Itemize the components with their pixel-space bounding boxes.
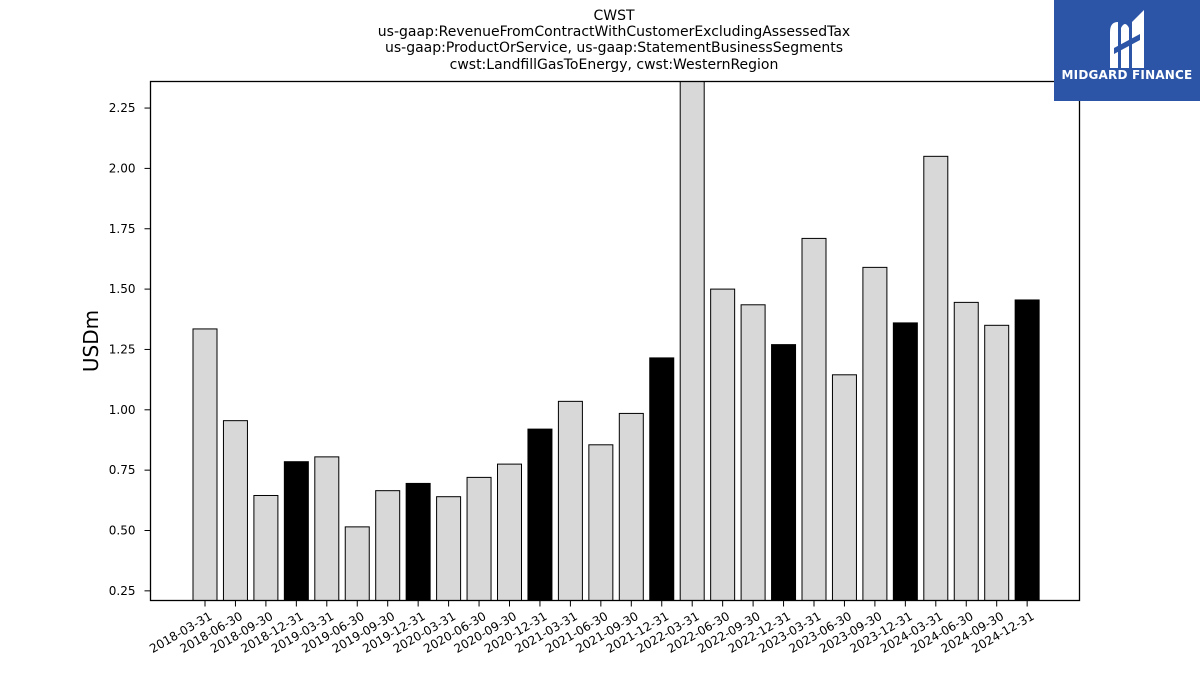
bar-2019-09-30	[375, 490, 401, 602]
y-tick-label: 1.25	[109, 342, 136, 356]
bar-2022-06-30	[710, 288, 736, 601]
bar-2020-06-30	[466, 476, 492, 602]
chart-title-line-3: us-gaap:ProductOrService, us-gaap:Statem…	[385, 40, 843, 56]
bar-2023-09-30	[862, 266, 888, 601]
brand-name: MIDGARD FINANCE	[1061, 68, 1193, 82]
bar-2019-06-30	[344, 526, 370, 601]
bar-2020-09-30	[497, 463, 522, 601]
bar-2018-03-31	[192, 328, 218, 601]
bar-2019-03-31	[314, 456, 340, 601]
bar-2022-09-30	[740, 304, 766, 601]
plot-frame	[149, 80, 1081, 602]
bar-2021-12-31	[649, 357, 675, 601]
midgard-m-logo-icon	[1110, 10, 1144, 68]
bar-2024-12-31	[1014, 299, 1040, 601]
bar-2022-03-31	[679, 81, 705, 601]
chart-title: CWST us-gaap:RevenueFromContractWithCust…	[378, 8, 850, 73]
chart-title-line-1: CWST	[593, 8, 635, 24]
y-tick-label: 0.25	[109, 584, 136, 598]
y-tick-label: 0.50	[109, 523, 136, 537]
bar-2023-03-31	[801, 237, 827, 601]
brand-logo: MIDGARD FINANCE	[1054, 0, 1200, 101]
bar-2018-06-30	[222, 420, 248, 601]
bar-2022-12-31	[771, 344, 797, 601]
bar-2018-12-31	[283, 461, 309, 602]
bar-2023-06-30	[831, 374, 857, 601]
y-tick-label: 0.75	[109, 463, 136, 477]
bars	[192, 81, 1040, 602]
y-tick-label: 1.75	[109, 222, 136, 236]
bar-2024-03-31	[923, 155, 949, 602]
y-tick-label: 2.25	[109, 101, 136, 115]
chart-title-line-2: us-gaap:RevenueFromContractWithCustomerE…	[378, 24, 850, 40]
bar-2023-12-31	[892, 322, 918, 601]
bar-2020-03-31	[436, 496, 462, 602]
bar-2024-09-30	[984, 324, 1010, 601]
y-tick-label: 2.00	[109, 161, 136, 175]
y-axis-label: USDm	[79, 310, 103, 372]
y-axis-ticks: 0.25 0.50 0.75 1.00 1.25 1.50 1.75 2.00 2.25	[109, 101, 151, 598]
bar-2019-12-31	[405, 482, 431, 602]
bar-2021-03-31	[557, 400, 583, 601]
bar-2018-09-30	[253, 494, 279, 601]
bar-2024-06-30	[953, 301, 979, 601]
y-tick-label: 1.50	[109, 282, 136, 296]
bar-2020-12-31	[527, 428, 553, 601]
bar-2021-09-30	[618, 412, 644, 602]
x-axis-ticks: 2018-03-312018-06-302018-09-302018-12-31…	[147, 600, 1037, 656]
y-tick-label: 1.00	[109, 403, 136, 417]
bar-2021-06-30	[588, 444, 614, 601]
chart-title-line-4: cwst:LandfillGasToEnergy, cwst:WesternRe…	[450, 57, 779, 73]
